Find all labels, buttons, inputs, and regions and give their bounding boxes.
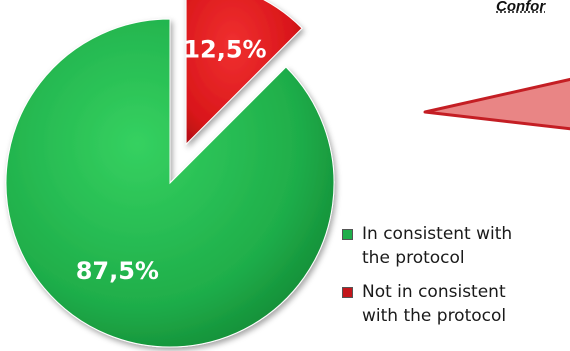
legend-swatch-red	[342, 287, 353, 298]
legend-swatch-green	[342, 229, 353, 240]
chart-partial-title: Confor	[496, 0, 546, 15]
legend-label-not-consistent-line1: Not in consistent	[362, 282, 506, 302]
callout-arrow	[423, 77, 570, 131]
legend-label-consistent-line1: In consistent with	[362, 224, 513, 244]
chart-legend: In consistent with the protocol Not in c…	[340, 222, 570, 338]
legend-item-consistent: In consistent with the protocol	[340, 222, 570, 270]
legend-label-consistent-line2: the protocol	[362, 248, 465, 268]
legend-label-not-consistent-line2: with the protocol	[362, 306, 507, 326]
data-label-not-consistent: 12,5%	[183, 35, 266, 63]
pie-slice-consistent	[5, 18, 335, 348]
legend-item-not-consistent: Not in consistent with the protocol	[340, 280, 570, 328]
pie-slice-not-consistent	[185, 0, 303, 146]
data-label-consistent: 87,5%	[76, 257, 159, 285]
